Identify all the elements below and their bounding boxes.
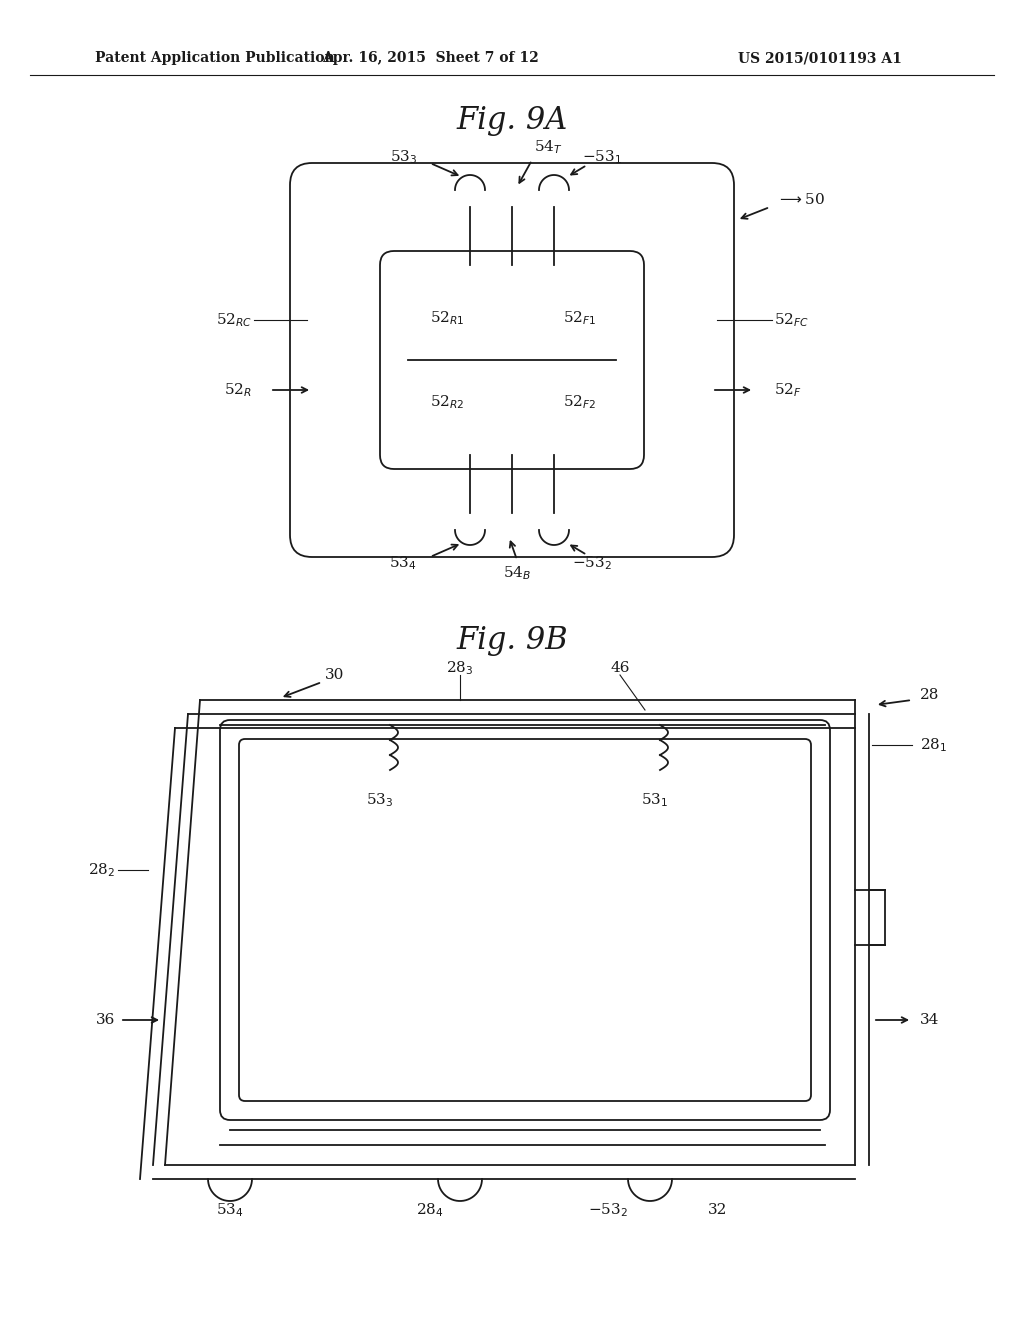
Text: 54$_B$: 54$_B$ [503,564,531,582]
Text: 46: 46 [610,661,630,675]
Text: 30: 30 [326,668,345,682]
Text: 52$_{F2}$: 52$_{F2}$ [563,393,597,411]
Text: 53$_4$: 53$_4$ [389,554,417,572]
Text: Fig. 9B: Fig. 9B [456,624,568,656]
Text: 52$_{R2}$: 52$_{R2}$ [430,393,464,411]
Text: US 2015/0101193 A1: US 2015/0101193 A1 [738,51,902,65]
Text: 32: 32 [709,1203,728,1217]
Text: 52$_{FC}$: 52$_{FC}$ [774,312,809,329]
Text: 53$_4$: 53$_4$ [216,1201,244,1218]
Text: 28$_2$: 28$_2$ [88,861,115,879]
Text: 52$_R$: 52$_R$ [224,381,252,399]
Text: 54$_T$: 54$_T$ [534,139,563,156]
Text: 52$_{F1}$: 52$_{F1}$ [563,309,597,327]
Text: 52$_{R1}$: 52$_{R1}$ [430,309,464,327]
Text: 28$_1$: 28$_1$ [920,737,947,754]
Text: 28$_3$: 28$_3$ [446,659,474,677]
Text: 52$_F$: 52$_F$ [774,381,802,399]
Text: 53$_3$: 53$_3$ [389,148,417,166]
Text: 52$_{RC}$: 52$_{RC}$ [216,312,252,329]
Text: 36: 36 [95,1012,115,1027]
Text: 28: 28 [920,688,939,702]
Text: 53$_1$: 53$_1$ [641,791,669,809]
Text: Fig. 9A: Fig. 9A [457,104,567,136]
Text: $\longrightarrow$50: $\longrightarrow$50 [777,193,825,207]
Text: 34: 34 [920,1012,939,1027]
Text: $-$53$_1$: $-$53$_1$ [582,148,622,166]
Text: $-$53$_2$: $-$53$_2$ [572,554,612,572]
Text: Apr. 16, 2015  Sheet 7 of 12: Apr. 16, 2015 Sheet 7 of 12 [322,51,539,65]
Text: 28$_4$: 28$_4$ [416,1201,443,1218]
Text: 53$_3$: 53$_3$ [367,791,393,809]
Text: $-$53$_2$: $-$53$_2$ [588,1201,628,1218]
Text: Patent Application Publication: Patent Application Publication [95,51,335,65]
